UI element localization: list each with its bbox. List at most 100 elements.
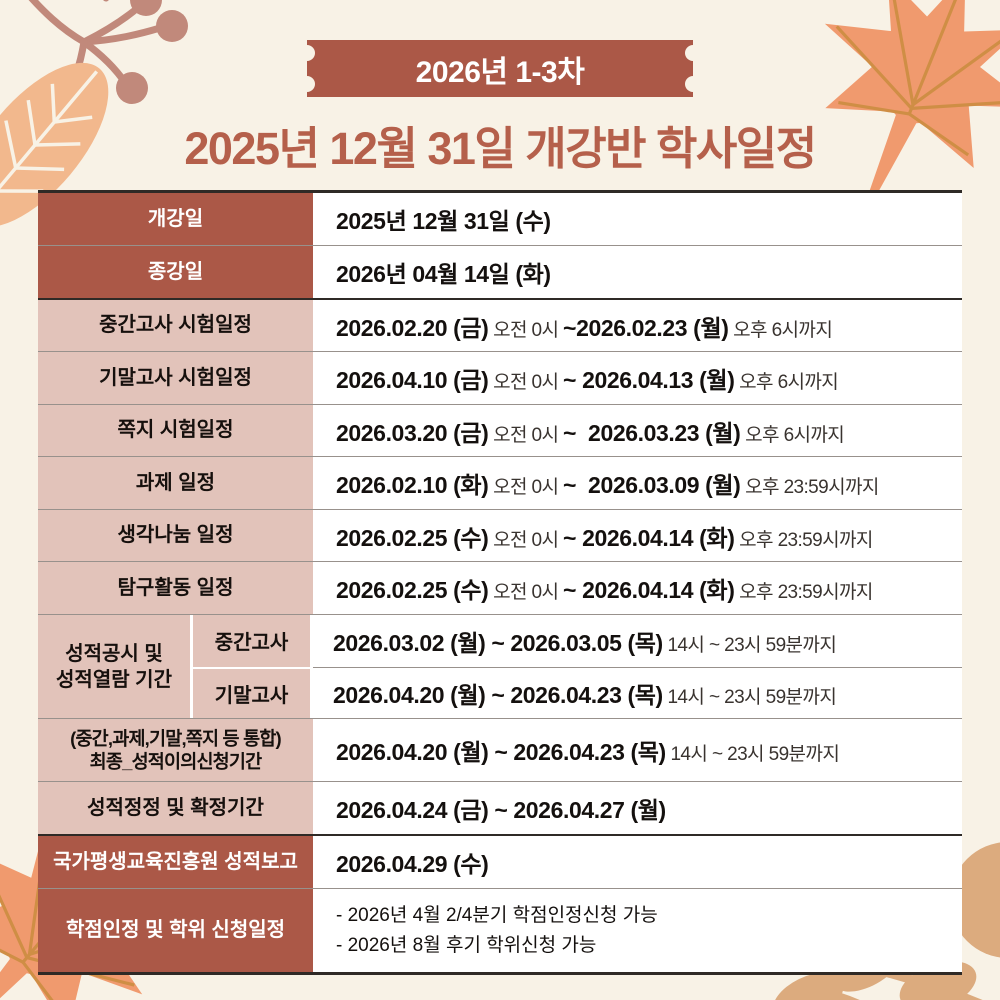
row-label-line: 과제 일정 bbox=[135, 471, 216, 494]
table-row: 국가평생교육진흥원 성적보고 2026.04.29 (수) bbox=[38, 834, 962, 888]
row-label: 중간고사 시험일정 bbox=[38, 300, 316, 351]
value-segment: 2026.02.25 (수) bbox=[336, 524, 489, 551]
row-value-text: 2026.02.25 (수) 오전 0시 ~ 2026.04.14 (화) 오후… bbox=[336, 571, 962, 605]
row-label-line: 종강일 bbox=[147, 260, 204, 283]
row-label-line: 성적공시 및 bbox=[65, 642, 163, 665]
badge-notch bbox=[299, 76, 315, 92]
value-segment: 오전 0시 bbox=[488, 529, 564, 551]
value-segment: 2026.04.20 (월) ~ 2026.04.23 (목) bbox=[333, 681, 663, 708]
row-value-text: 2026.04.29 (수) bbox=[336, 845, 962, 879]
row-label-line: 최종_성적이의신청기간 bbox=[89, 751, 263, 772]
row-value-line: - 2026년 4월 2/4분기 학점인정신청 가능 bbox=[336, 904, 658, 926]
value-segment: 2026년 04월 14일 (화) bbox=[336, 261, 551, 287]
row-value: 2026.04.20 (월) ~ 2026.04.23 (목) 14시 ~ 23… bbox=[313, 666, 962, 718]
row-label: 쪽지 시험일정 bbox=[38, 405, 316, 456]
row-label-line: 생각나눔 일정 bbox=[117, 524, 234, 546]
row-value-text: 2026년 04월 14일 (화) bbox=[336, 255, 962, 289]
value-segment: 오후 23:59시까지 bbox=[740, 477, 879, 498]
value-segment: 2025년 12월 31일 (수) bbox=[336, 208, 551, 234]
table-row: 쪽지 시험일정 2026.03.20 (금) 오전 0시 ~ 2026.03.23… bbox=[38, 404, 962, 456]
row-label-line: 탐구활동 일정 bbox=[117, 576, 234, 599]
row-value-text: 2026.04.10 (금) 오전 0시 ~ 2026.04.13 (월) 오후… bbox=[336, 361, 962, 395]
value-segment: 14시 ~ 23시 59분까지 bbox=[662, 634, 837, 656]
row-label: 기말고사 시험일정 bbox=[38, 352, 316, 404]
value-segment: 오전 0시 bbox=[488, 424, 564, 446]
row-label: 탐구활동 일정 bbox=[38, 562, 316, 614]
value-segment: ~2026.02.23 (월) bbox=[563, 314, 729, 341]
value-segment: 2026.02.25 (수) bbox=[336, 577, 489, 603]
schedule-table: 개강일 2025년 12월 31일 (수) 종강일 2026년 04월 14일 (화)… bbox=[38, 190, 962, 975]
table-row: 생각나눔 일정 2026.02.25 (수) 오전 0시 ~ 2026.04.14… bbox=[38, 509, 962, 561]
table-row: 종강일 2026년 04월 14일 (화) bbox=[38, 245, 962, 298]
group-subrows: 중간고사 2026.03.02 (월) ~ 2026.03.05 (목) 14시 … bbox=[193, 615, 962, 718]
value-segment: ~ 2026.04.14 (화) bbox=[563, 524, 735, 551]
row-value-text: 2026.03.20 (금) 오전 0시 ~ 2026.03.23 (월) 오후… bbox=[336, 414, 962, 448]
row-label-line: 국가평생교육진흥원 성적보고 bbox=[53, 850, 298, 873]
row-value-text: 2026.03.02 (월) ~ 2026.03.05 (목) 14시 ~ 23… bbox=[333, 624, 962, 658]
row-value: 2026.02.20 (금) 오전 0시 ~2026.02.23 (월) 오후 … bbox=[316, 300, 962, 351]
table-subrow: 기말고사 2026.04.20 (월) ~ 2026.04.23 (목) 14시 … bbox=[193, 666, 962, 718]
row-label-line: 성적열람 기간 bbox=[56, 668, 172, 691]
row-label: 개강일 bbox=[38, 193, 316, 245]
row-label: 종강일 bbox=[38, 246, 316, 298]
row-label: 생각나눔 일정 bbox=[38, 510, 316, 561]
badge-notch bbox=[685, 45, 701, 61]
value-segment: 오전 0시 bbox=[488, 372, 564, 393]
row-value: 2026.02.25 (수) 오전 0시 ~ 2026.04.14 (화) 오후… bbox=[316, 510, 962, 561]
row-value-line: - 2026년 8월 후기 학위신청 가능 bbox=[336, 934, 597, 956]
value-segment: 14시 ~ 23시 59분까지 bbox=[665, 744, 840, 765]
badge-notch bbox=[685, 76, 701, 92]
table-row: 과제 일정 2026.02.10 (화) 오전 0시 ~ 2026.03.09 (… bbox=[38, 456, 962, 509]
page-title: 2025년 12월 31일 개강반 학사일정 bbox=[184, 123, 817, 174]
table-row: 탐구활동 일정 2026.02.25 (수) 오전 0시 ~ 2026.04.14… bbox=[38, 561, 962, 614]
session-badge-label: 2026년 1-3차 bbox=[415, 55, 585, 89]
table-row: 학점인정 및 학위 신청일정 - 2026년 4월 2/4분기 학점인정신청 가능… bbox=[38, 888, 962, 972]
value-segment: 오전 0시 bbox=[488, 582, 564, 603]
value-segment: 2026.04.24 (금) ~ 2026.04.27 (월) bbox=[336, 797, 666, 823]
row-value: 2026.04.29 (수) bbox=[316, 836, 962, 888]
row-label-line: 개강일 bbox=[147, 207, 204, 230]
value-segment: 오후 6시까지 bbox=[734, 372, 839, 393]
value-segment: 2026.04.20 (월) ~ 2026.04.23 (목) bbox=[336, 739, 666, 765]
value-segment: 오후 23:59시까지 bbox=[734, 582, 873, 603]
value-segment: 2026.02.20 (금) bbox=[336, 314, 489, 341]
value-segment: 오전 0시 bbox=[488, 319, 564, 341]
light-leaf-icon bbox=[0, 62, 109, 228]
session-badge: 2026년 1-3차 bbox=[299, 40, 701, 97]
value-segment: 2026.03.02 (월) ~ 2026.03.05 (목) bbox=[333, 629, 663, 656]
table-row: (중간,과제,기말,쪽지 등 통합) 최종_성적이의신청기간 2026.04.20 … bbox=[38, 718, 962, 781]
row-value: 2026.02.10 (화) 오전 0시 ~ 2026.03.09 (월) 오후… bbox=[316, 457, 962, 509]
row-label: 과제 일정 bbox=[38, 457, 316, 509]
row-value-text: 2026.02.25 (수) 오전 0시 ~ 2026.04.14 (화) 오후… bbox=[336, 519, 962, 553]
row-value: 2026년 04월 14일 (화) bbox=[316, 246, 962, 298]
value-segment: 2026.04.10 (금) bbox=[336, 367, 489, 393]
value-segment: 오후 6시까지 bbox=[728, 319, 833, 341]
row-label-line: 학점인정 및 학위 신청일정 bbox=[65, 919, 286, 941]
value-segment: 오후 6시까지 bbox=[740, 424, 845, 446]
value-segment: ~ 2026.03.23 (월) bbox=[563, 419, 741, 446]
row-value: 2025년 12월 31일 (수) bbox=[316, 193, 962, 245]
value-segment: ~ 2026.03.09 (월) bbox=[563, 472, 741, 498]
row-value: 2026.02.25 (수) 오전 0시 ~ 2026.04.14 (화) 오후… bbox=[316, 562, 962, 614]
value-segment: ~ 2026.04.14 (화) bbox=[563, 577, 735, 603]
row-value: 2026.03.20 (금) 오전 0시 ~ 2026.03.23 (월) 오후… bbox=[316, 405, 962, 456]
value-segment: 14시 ~ 23시 59분까지 bbox=[662, 686, 837, 708]
row-value-text: 2026.02.10 (화) 오전 0시 ~ 2026.03.09 (월) 오후… bbox=[336, 466, 962, 500]
value-segment: ~ 2026.04.13 (월) bbox=[563, 367, 735, 393]
row-value: 2026.03.02 (월) ~ 2026.03.05 (목) 14시 ~ 23… bbox=[313, 615, 962, 667]
value-segment: 오전 0시 bbox=[488, 477, 564, 498]
row-label-line: 중간고사 시험일정 bbox=[99, 314, 252, 336]
row-label-line: 쪽지 시험일정 bbox=[117, 419, 234, 441]
table-row: 성적공시 및 성적열람 기간 중간고사 2026.03.02 (월) ~ 2026.0… bbox=[38, 614, 962, 718]
row-value: 2026.04.20 (월) ~ 2026.04.23 (목) 14시 ~ 23… bbox=[316, 719, 962, 781]
value-segment: 오후 23:59시까지 bbox=[734, 529, 873, 551]
row-value: 2026.04.10 (금) 오전 0시 ~ 2026.04.13 (월) 오후… bbox=[316, 352, 962, 404]
table-row: 개강일 2025년 12월 31일 (수) bbox=[38, 193, 962, 245]
row-value-text: 2026.04.24 (금) ~ 2026.04.27 (월) bbox=[336, 791, 962, 825]
row-label-line: 성적정정 및 확정기간 bbox=[87, 796, 264, 819]
value-segment: 2026.04.29 (수) bbox=[336, 851, 489, 877]
table-row: 기말고사 시험일정 2026.04.10 (금) 오전 0시 ~ 2026.04.… bbox=[38, 351, 962, 404]
value-segment: 2026.03.20 (금) bbox=[336, 419, 489, 446]
